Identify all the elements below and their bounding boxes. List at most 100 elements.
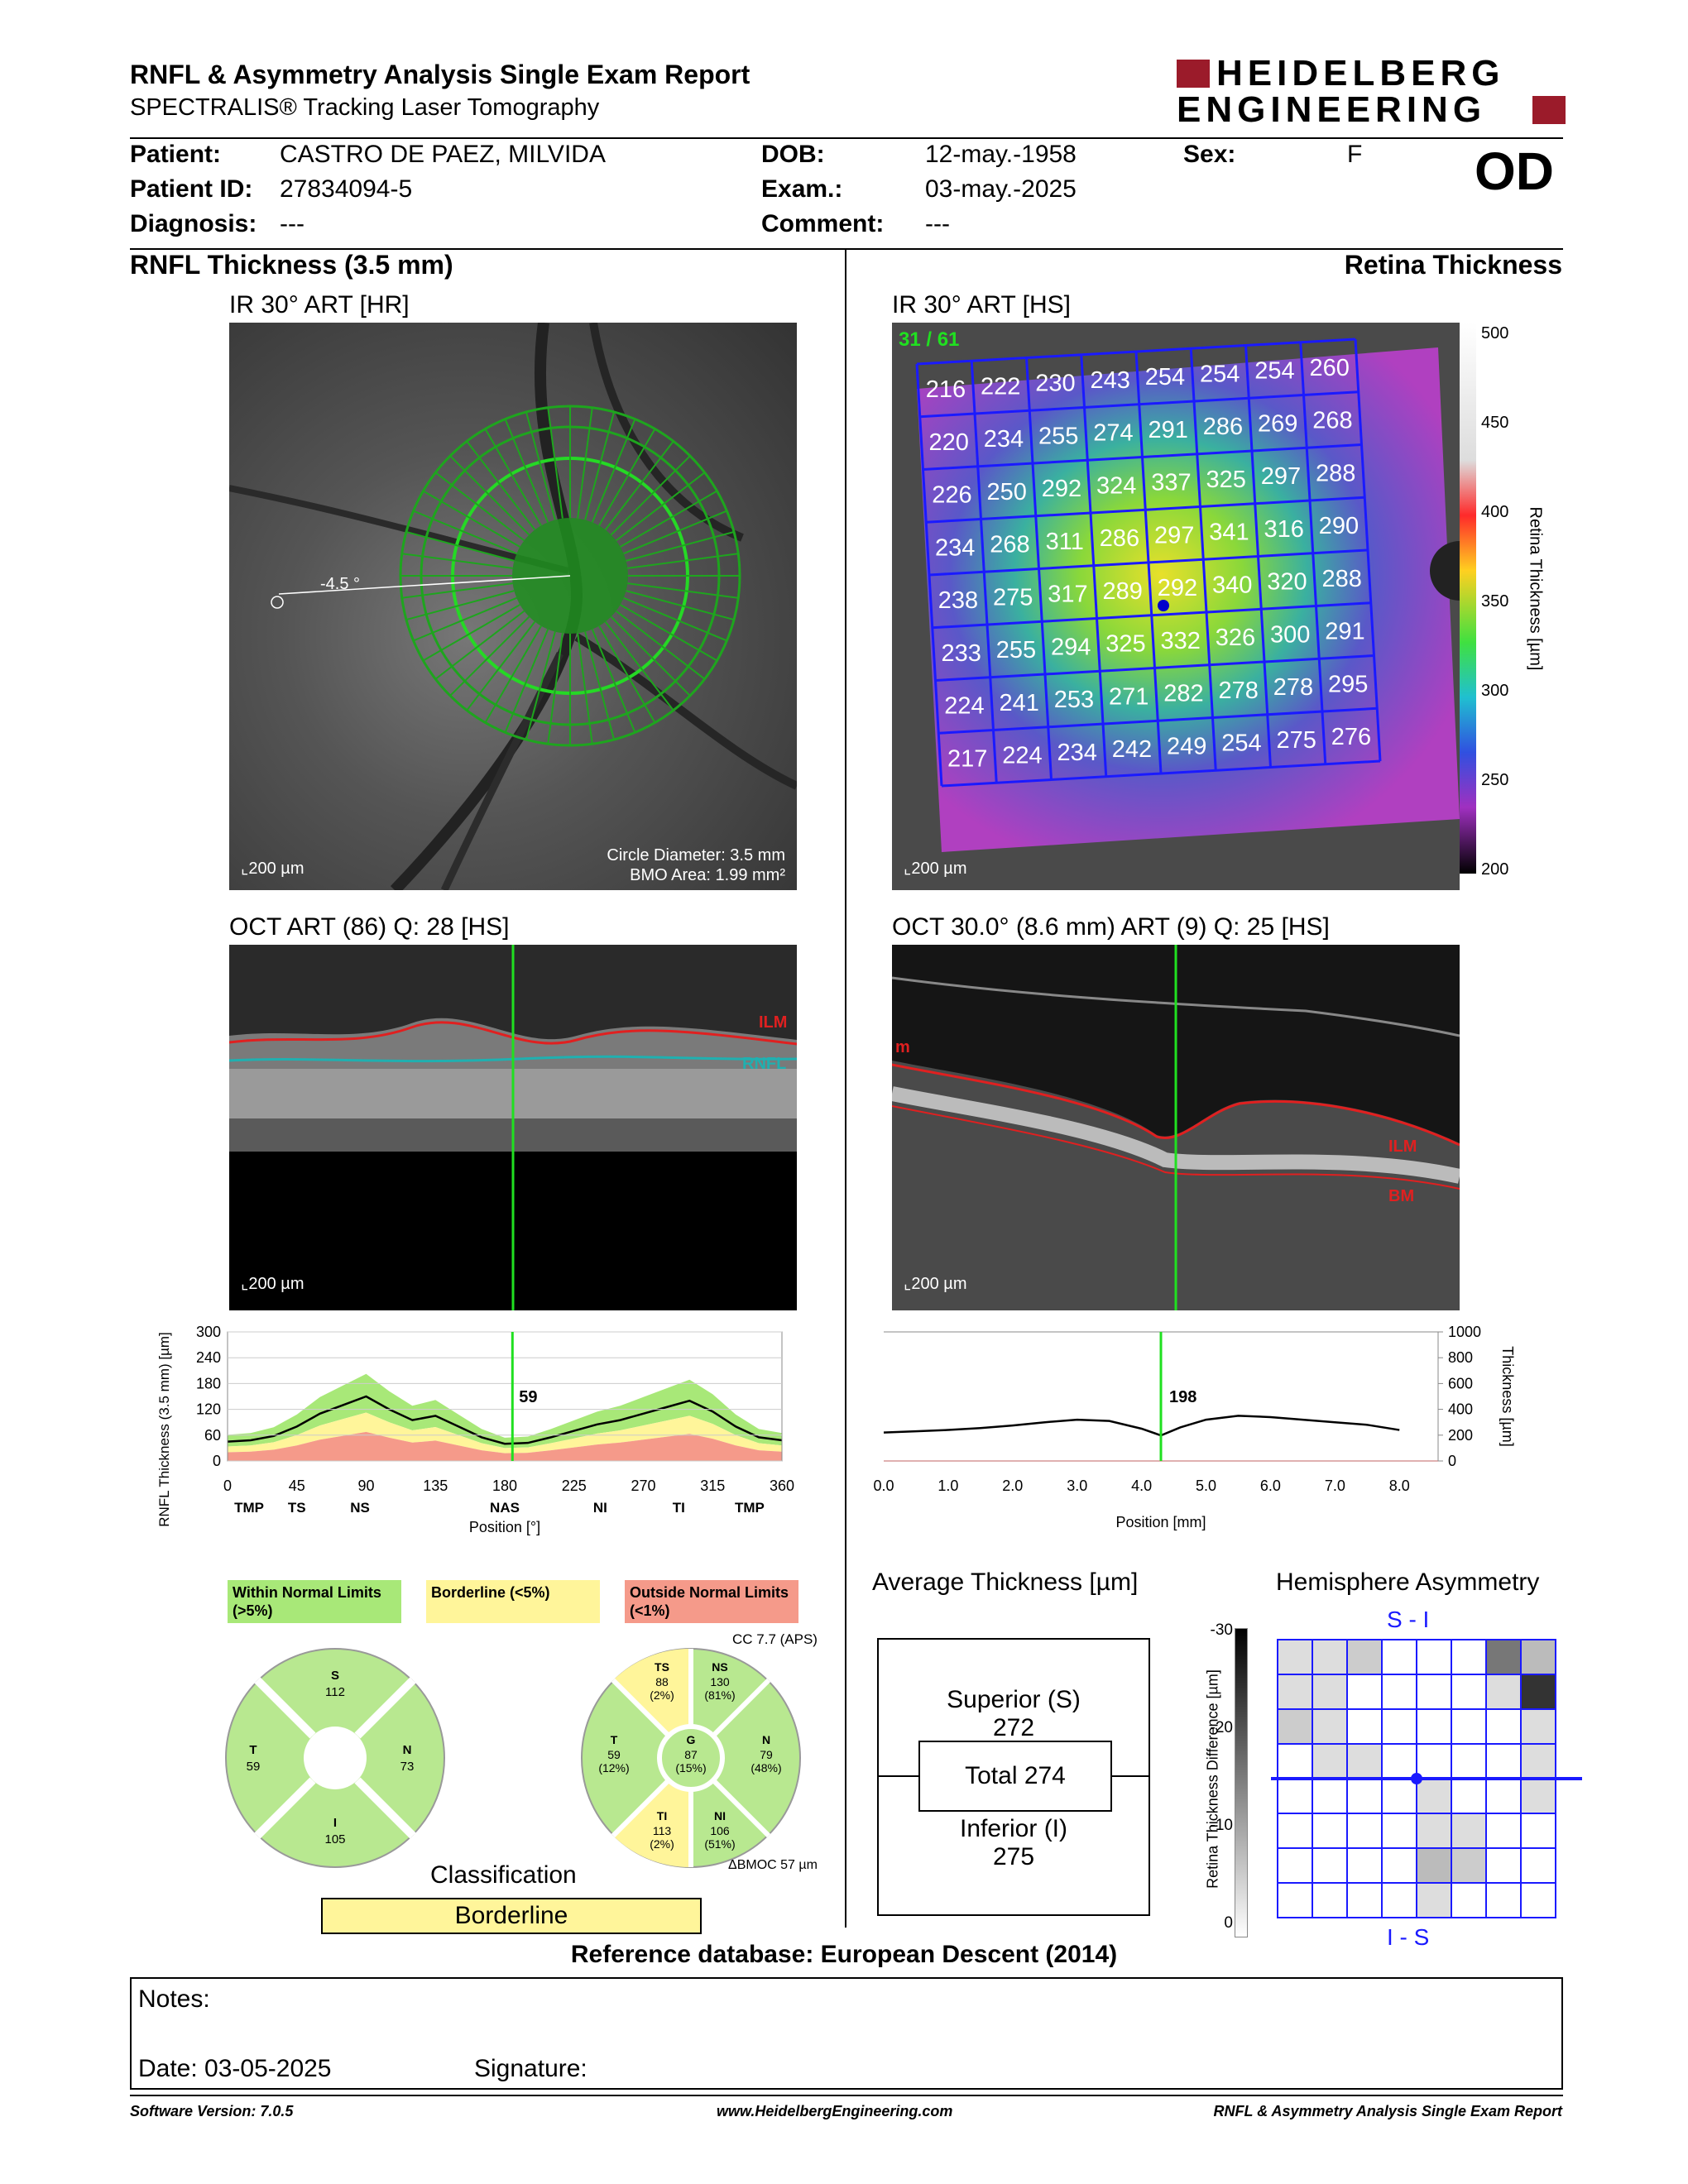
grid-cell-value: 282 <box>1163 681 1203 707</box>
avg-inferior-value: 275 <box>992 1843 1035 1870</box>
grid-cell-value: 288 <box>1322 566 1362 592</box>
asym-cell <box>1312 1813 1348 1849</box>
retina-xtick: 0.0 <box>873 1478 894 1494</box>
grid-cell-value: 226 <box>932 482 971 509</box>
asym-cell <box>1520 1674 1556 1710</box>
grid-cell-value: 254 <box>1145 364 1185 390</box>
asym-cell <box>1346 1743 1383 1779</box>
grid-cell-value: 254 <box>1200 361 1240 387</box>
patient-name: CASTRO DE PAEZ, MILVIDA <box>280 141 606 168</box>
asym-cell <box>1416 1674 1452 1710</box>
retina-xtick: 2.0 <box>1002 1478 1023 1494</box>
grid-cell-value: 324 <box>1096 472 1136 499</box>
svg-text:87: 87 <box>684 1748 698 1761</box>
sector-simple: S 112 T 59 N 73 I 105 <box>225 1648 445 1868</box>
retina-marker-value: 198 <box>1169 1388 1196 1406</box>
asym-cell <box>1381 1778 1417 1814</box>
grid-cell-value: 316 <box>1264 516 1304 543</box>
exam-value: 03-may.-2025 <box>925 175 1077 203</box>
rnfl-ytick: 240 <box>196 1349 221 1366</box>
diagnosis-label: Diagnosis: <box>130 210 257 237</box>
patient-id-label: Patient ID: <box>130 175 253 203</box>
asym-cell <box>1277 1674 1313 1710</box>
grid-cell-value: 224 <box>944 693 984 720</box>
rnfl-xtick: 0 <box>223 1478 232 1494</box>
right-oct-title: OCT 30.0° (8.6 mm) ART (9) Q: 25 [HS] <box>892 913 1330 941</box>
oct-ilm-label: ILM <box>759 1013 787 1032</box>
avg-superior-value: 272 <box>992 1714 1035 1741</box>
grid-cell-value: 255 <box>1038 423 1078 449</box>
footer-software: Software Version: 7.0.5 <box>130 2103 294 2119</box>
sector-i-value: 105 <box>324 1832 345 1846</box>
svg-text:(51%): (51%) <box>704 1837 735 1851</box>
legend-outside: Outside Normal Limits (<1%) <box>625 1580 798 1623</box>
grid-cell-value: 292 <box>1158 575 1197 601</box>
rnfl-ytick: 60 <box>204 1427 221 1444</box>
asym-grid <box>1271 1639 1582 1918</box>
grid-cell-value: 320 <box>1267 569 1307 596</box>
oct-line-scan: m ILM BM ⌞200 µm <box>892 945 1460 1310</box>
asym-cell <box>1277 1639 1313 1675</box>
retina-series-line <box>883 1415 1400 1437</box>
retina-xtick: 5.0 <box>1196 1478 1216 1494</box>
grid-cell-value: 230 <box>1035 371 1075 397</box>
asym-cell <box>1312 1882 1348 1918</box>
grid-cell-value: 341 <box>1209 520 1249 546</box>
grid-cell-value: 290 <box>1319 513 1359 539</box>
asym-cell <box>1520 1743 1556 1779</box>
grid-cell-value: 294 <box>1051 634 1091 660</box>
asym-title: Hemisphere Asymmetry <box>1276 1569 1540 1596</box>
rnfl-ylabel: RNFL Thickness (3.5 mm) [µm] <box>156 1332 172 1527</box>
asym-cell <box>1381 1882 1417 1918</box>
asym-cell <box>1485 1813 1522 1849</box>
classification-title: Classification <box>430 1861 577 1889</box>
rnfl-section-title: RNFL Thickness (3.5 mm) <box>130 250 453 280</box>
footer-report: RNFL & Asymmetry Analysis Single Exam Re… <box>1213 2103 1562 2119</box>
retina-colorbar <box>1460 323 1476 874</box>
grid-cell-value: 233 <box>942 640 981 667</box>
grid-cell-value: 278 <box>1273 674 1313 701</box>
asym-cell <box>1312 1639 1348 1675</box>
grid-cell-value: 243 <box>1091 367 1130 394</box>
grid-cell-value: 275 <box>993 584 1033 611</box>
grid-cell-value: 291 <box>1325 619 1364 645</box>
grid-cell-value: 238 <box>938 587 978 614</box>
asym-cell <box>1277 1778 1313 1814</box>
asym-cell <box>1381 1743 1417 1779</box>
grid-cell-value: 268 <box>1312 408 1352 434</box>
bmoc-label: ΔBMOC 57 µm <box>728 1858 818 1872</box>
eye-indicator: OD <box>1475 141 1554 201</box>
footer-url[interactable]: www.HeidelbergEngineering.com <box>717 2103 953 2119</box>
asym-cell <box>1416 1882 1452 1918</box>
asym-cell <box>1346 1639 1383 1675</box>
asym-cell <box>1312 1708 1348 1745</box>
sector-detail: TS 88 (2%) NS 130 (81%) T 59 (12%) G 87 … <box>581 1648 801 1868</box>
retina-xtick: 3.0 <box>1067 1478 1087 1494</box>
asym-cell <box>1451 1847 1487 1884</box>
asym-cell <box>1416 1708 1452 1745</box>
legend-within: Within Normal Limits (>5%) <box>228 1580 401 1623</box>
svg-text:NS: NS <box>712 1660 727 1674</box>
asym-cell <box>1485 1674 1522 1710</box>
svg-text:88: 88 <box>655 1675 669 1688</box>
rnfl-ytick: 180 <box>196 1375 221 1391</box>
asym-cell <box>1485 1778 1522 1814</box>
asym-cell <box>1485 1882 1522 1918</box>
notes-box[interactable]: Notes: Date: 03-05-2025 Signature: <box>130 1977 1563 2090</box>
sex-label: Sex: <box>1183 141 1236 168</box>
asym-cell <box>1312 1743 1348 1779</box>
asym-cell <box>1381 1847 1417 1884</box>
retina-ytick: 400 <box>1448 1401 1473 1418</box>
asym-cell <box>1520 1847 1556 1884</box>
grid-cell-value: 269 <box>1258 410 1297 437</box>
retina-ytick: 800 <box>1448 1349 1473 1366</box>
cc-label: CC 7.7 (APS) <box>732 1631 818 1647</box>
svg-text:N: N <box>762 1733 770 1746</box>
colorbar-ticks: 500 450 400 350 300 250 200 <box>1481 324 1509 879</box>
left-oct-title: OCT ART (86) Q: 28 [HS] <box>229 913 510 941</box>
oct-bm-label: BM <box>1388 1187 1414 1205</box>
asym-scale <box>1235 1628 1248 1937</box>
rnfl-ytick: 300 <box>196 1324 221 1340</box>
asym-cell <box>1346 1674 1383 1710</box>
asym-cell <box>1381 1674 1417 1710</box>
